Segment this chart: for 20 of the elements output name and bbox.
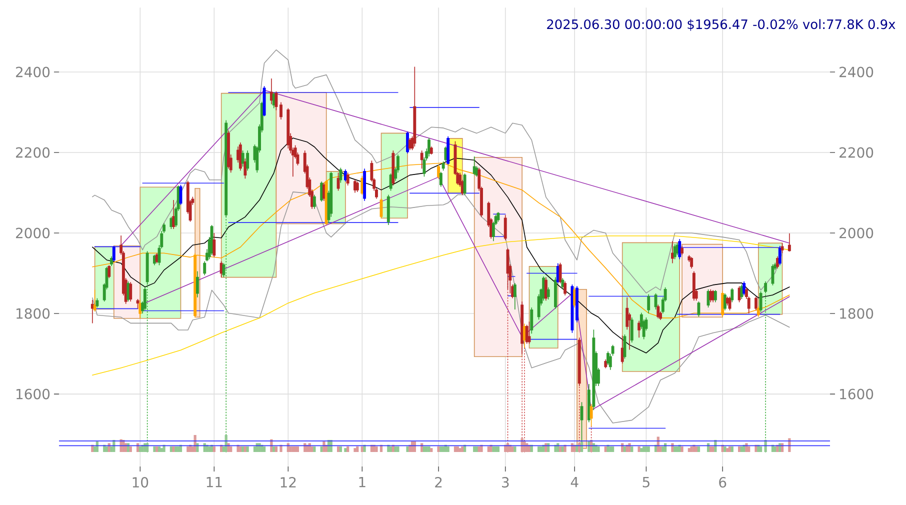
x-tick-label: 5 <box>642 477 650 488</box>
y2-tick-label: 1800 <box>840 308 874 319</box>
x-tick-label: 1 <box>359 477 366 488</box>
x-tick-label: 6 <box>719 477 726 488</box>
y-tick-label: 1600 <box>16 388 50 400</box>
y-tick-label: 1800 <box>16 308 50 319</box>
y2-tick-label: 2200 <box>840 147 874 158</box>
x-tick-label: 12 <box>280 477 296 488</box>
x-tick-label: 4 <box>570 477 578 488</box>
x-tick-label: 3 <box>502 477 509 488</box>
x-tick-label: 2 <box>435 477 442 488</box>
y-tick-label: 2000 <box>16 228 50 238</box>
text: 2025.06.30 00:00:00 $1956.47 -0.02% vol:77.8K 0.9x <box>547 19 896 31</box>
y-tick-label: 2400 <box>16 66 50 78</box>
y2-tick-label: 2400 <box>840 66 874 78</box>
y-tick-label: 2200 <box>16 147 50 158</box>
y2-tick-label: 2000 <box>840 228 874 238</box>
x-tick-label: 10 <box>132 477 148 488</box>
y2-tick-label: 1600 <box>840 388 874 400</box>
x-tick-label: 11 <box>206 477 222 488</box>
